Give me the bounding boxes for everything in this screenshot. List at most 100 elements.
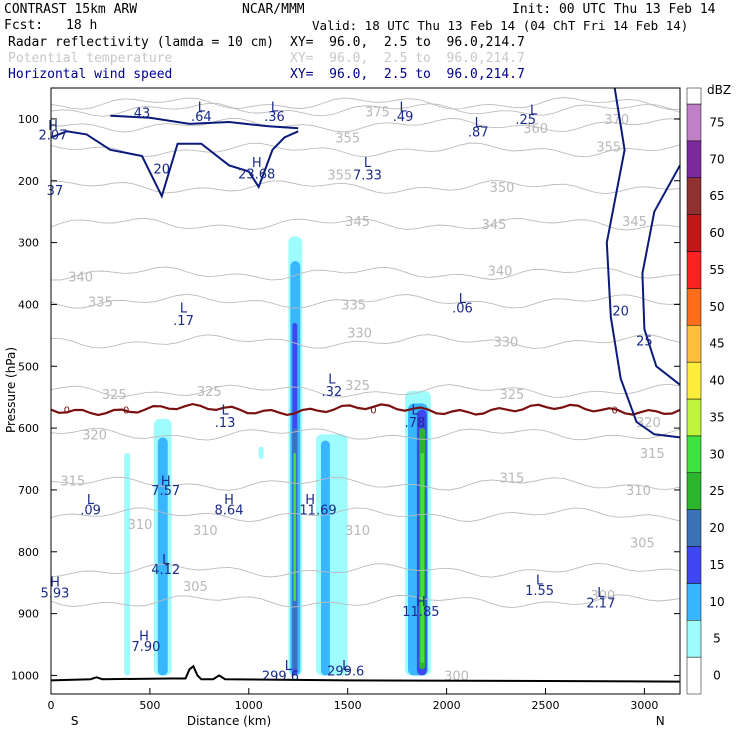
wind-speed-label: 37	[47, 184, 64, 199]
theta-label: 340	[68, 271, 93, 286]
theta-label: 355	[327, 169, 352, 184]
wind-speed-label: L	[342, 659, 350, 674]
wind-speed-label: .64	[191, 110, 212, 125]
theta-label: 325	[197, 385, 222, 400]
wind-speed-label: 5.93	[40, 587, 69, 602]
colorbar-label: 40	[709, 374, 724, 388]
freezing-level-label: 0	[370, 406, 376, 417]
south-end-label: S	[71, 714, 79, 728]
y-tick-label: 700	[18, 484, 39, 497]
wind-speed-label: L	[87, 493, 95, 508]
theta-label: 310	[626, 484, 651, 499]
wind-speed-label: 1.55	[525, 584, 554, 599]
wind-speed-label: H	[416, 595, 426, 610]
reflectivity-cell	[293, 452, 296, 602]
wind-speed-label: L	[475, 116, 483, 131]
x-tick-label: 2500	[531, 699, 559, 712]
wind-speed-label: 299.6	[262, 669, 299, 684]
wind-speed-label: 299.6	[327, 665, 364, 680]
field-name-theta: Potential temperature	[8, 51, 173, 66]
wind-speed-label: 11.69	[299, 504, 336, 519]
theta-label: 305	[630, 537, 655, 552]
y-tick-label: 100	[18, 113, 39, 126]
y-axis-title: Pressure (hPa)	[4, 347, 18, 433]
theta-contour	[50, 594, 681, 609]
field-xy-theta: XY= 96.0, 2.5 to 96.0,214.7	[290, 51, 525, 66]
reflectivity-cell	[258, 446, 264, 460]
colorbar-label: 75	[709, 115, 724, 129]
theta-label: 355	[335, 131, 360, 146]
wind-speed-label: H	[252, 156, 262, 171]
wind-speed-label: .25	[515, 113, 536, 128]
wind-speed-label: .78	[405, 416, 426, 431]
field-xy-wind: XY= 96.0, 2.5 to 96.0,214.7	[290, 67, 525, 82]
wind-speed-label: .13	[215, 416, 236, 431]
theta-label: 355	[596, 141, 621, 156]
theta-contour	[50, 293, 681, 309]
reflectivity-cell	[157, 437, 168, 676]
forecast-label: Fcst:	[4, 18, 44, 33]
wind-speed-label: L	[285, 659, 293, 674]
wind-speed-contour	[110, 114, 299, 130]
wind-speed-label: L	[364, 156, 372, 171]
wind-speed-label: L	[162, 553, 170, 568]
theta-contour	[50, 97, 681, 110]
theta-contour	[50, 142, 681, 158]
org-label: NCAR/MMM	[242, 2, 305, 17]
colorbar-label: 55	[709, 263, 724, 277]
wind-speed-contour	[641, 164, 681, 386]
colorbar-swatch	[686, 214, 702, 252]
theta-label: 320	[636, 416, 661, 431]
plot-frame	[50, 87, 681, 695]
wind-speed-label: .17	[173, 314, 194, 329]
colorbar-swatch	[686, 103, 702, 142]
theta-label: 310	[345, 524, 370, 539]
wind-speed-label: .32	[322, 385, 343, 400]
colorbar-swatch	[686, 140, 702, 178]
valid-time: Valid: 18 UTC Thu 13 Feb 14 (04 ChT Fri …	[312, 18, 689, 33]
theta-contour	[50, 507, 681, 523]
wind-speed-label: .87	[468, 125, 489, 140]
wind-speed-label: .43	[130, 107, 151, 122]
y-tick-label: 400	[18, 298, 39, 311]
wind-speed-label: 25	[636, 334, 653, 349]
colorbar-swatch	[686, 435, 702, 473]
freezing-level-label: 0	[612, 406, 618, 417]
y-tick-label: 600	[18, 422, 39, 435]
theta-label: 335	[341, 298, 366, 313]
y-tick-label: 200	[18, 175, 39, 188]
terrain-profile	[50, 664, 681, 683]
colorbar-swatch	[686, 656, 702, 695]
wind-speed-contour	[50, 130, 299, 199]
reflectivity-cell	[320, 440, 330, 676]
colorbar-label: 70	[709, 152, 724, 166]
init-time: Init: 00 UTC Thu 13 Feb 14	[512, 2, 716, 17]
theta-contour	[50, 562, 681, 578]
wind-speed-label: L	[271, 101, 279, 116]
colorbar-label: 60	[709, 226, 724, 240]
wind-speed-label: L	[198, 101, 206, 116]
theta-label: 325	[102, 388, 127, 403]
theta-label: 340	[488, 264, 513, 279]
colorbar-unit: dBZ	[707, 83, 731, 97]
colorbar-label: 0	[713, 669, 721, 683]
wind-speed-label: L	[328, 373, 336, 388]
y-tick-label: 500	[18, 360, 39, 373]
colorbar-label: 5	[713, 632, 721, 646]
colorbar-label: 65	[709, 189, 724, 203]
theta-label: 350	[490, 181, 515, 196]
colorbar-swatch	[686, 583, 702, 621]
forecast-hour: 18 h	[66, 18, 98, 33]
theta-label: 330	[347, 326, 372, 341]
wind-speed-label: H	[48, 119, 58, 134]
colorbar-label: 10	[709, 595, 724, 609]
wind-speed-label: H	[224, 493, 234, 508]
reflectivity-cell	[316, 434, 348, 676]
theta-label: 315	[640, 447, 665, 462]
theta-label: 310	[128, 518, 153, 533]
colorbar-swatch	[686, 546, 702, 584]
wind-speed-label: 7.33	[353, 169, 382, 184]
wind-speed-label: L	[530, 104, 538, 119]
theta-label: 300	[444, 669, 469, 684]
